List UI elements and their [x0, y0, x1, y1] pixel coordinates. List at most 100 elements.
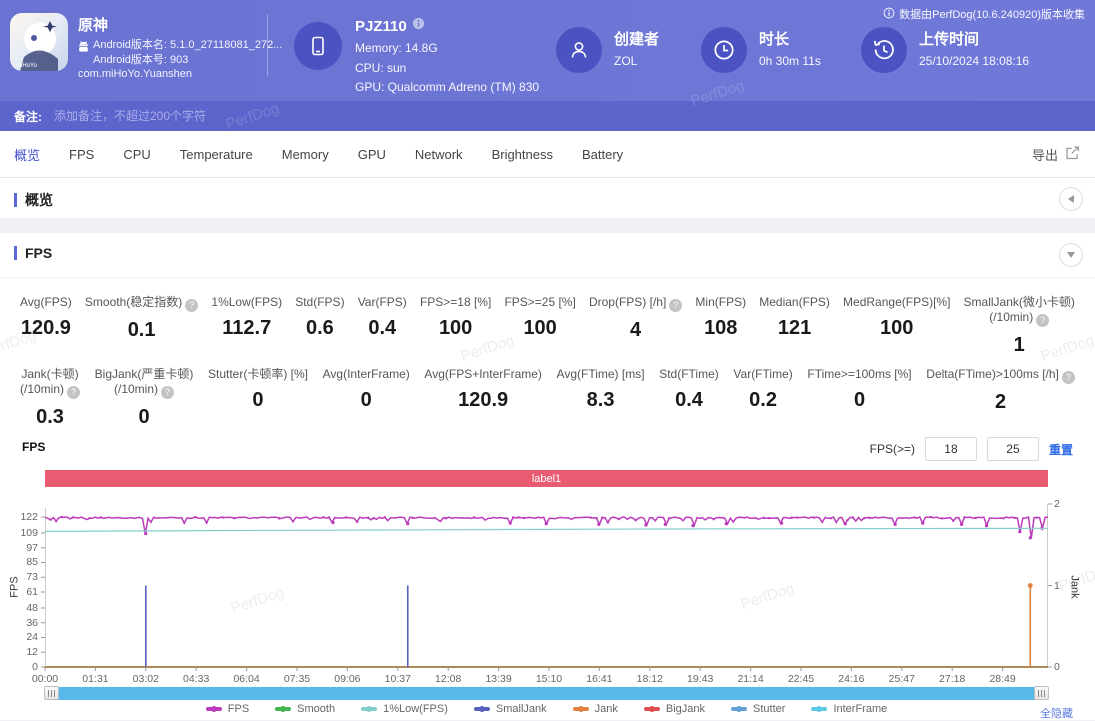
fps-metrics-row-1: Avg(FPS) 120.9 Smooth(稳定指数)? 0.1 1%Low(FPS) 1… [0, 295, 1095, 357]
legend-label: BigJank [665, 703, 706, 715]
scrollbar-handle-right[interactable] [1034, 686, 1049, 700]
legend-item-Smooth[interactable]: Smooth [275, 703, 335, 715]
device-cpu: CPU: sun [355, 61, 407, 75]
x-axis-tick: 07:35 [283, 673, 311, 685]
metric-label: Avg(FPS) [20, 295, 72, 309]
metric-value: 8.3 [586, 389, 615, 411]
threshold-input-1[interactable] [924, 437, 977, 461]
phone-icon [294, 22, 342, 70]
tab-Temperature[interactable]: Temperature [179, 146, 253, 162]
metric: Avg(InterFrame) 0 [323, 367, 410, 429]
metric-value: 1 [1013, 334, 1025, 356]
metric: Smooth(稳定指数)? 0.1 [85, 295, 199, 357]
legend-label: Jank [594, 703, 618, 715]
metric-value: 0.4 [675, 389, 703, 411]
header: miHoYo 原神 Android版本名: 5.1.0_27118081_272… [0, 0, 1095, 101]
fps-section: FPS Avg(FPS) 120.9 Smooth(稳定指数)? 0.1 1%Low(F… [0, 233, 1095, 720]
help-icon[interactable]: ? [669, 299, 683, 312]
threshold-input-2[interactable] [986, 437, 1039, 461]
metric: Avg(FPS+InterFrame) 120.9 [424, 367, 541, 429]
y-axis-tick: 85 [26, 556, 38, 569]
help-icon[interactable]: ? [185, 299, 199, 312]
metric: Std(FPS) 0.6 [295, 295, 344, 357]
metric: Stutter(卡顿率) [%] 0 [208, 367, 308, 429]
scrollbar-handle-left[interactable] [44, 686, 59, 700]
legend-marker [731, 706, 748, 712]
tab-Network[interactable]: Network [414, 146, 463, 162]
info-icon [883, 7, 895, 22]
help-icon[interactable]: ? [1036, 314, 1050, 327]
annotation-label: label1 [531, 472, 562, 485]
app-package: com.miHoYo.Yuanshen [78, 68, 192, 80]
fps-collapse-button[interactable] [1059, 243, 1083, 267]
device-gpu: GPU: Qualcomm Adreno (TM) 830 [355, 80, 540, 94]
reset-button[interactable]: 重置 [1048, 442, 1073, 457]
legend-item-BigJank[interactable]: BigJank [643, 703, 706, 715]
x-axis-tick: 22:45 [787, 673, 815, 685]
legend-item-InterFrame[interactable]: InterFrame [811, 703, 887, 715]
metric: Median(FPS) 121 [759, 295, 830, 357]
export-button[interactable]: 导出 [1032, 131, 1081, 177]
chart-scrollbar[interactable] [44, 686, 1049, 700]
x-axis-tick: 10:37 [384, 673, 411, 685]
fps-chart-plot[interactable] [41, 502, 1052, 671]
legend-item-SmallJank[interactable]: SmallJank [473, 703, 547, 715]
legend-label: 1%Low(FPS) [383, 703, 448, 715]
chart-legend: FPS Smooth 1%Low(FPS) SmallJank Jank BigJank S… [45, 703, 1048, 715]
x-axis-tick: 21:14 [737, 673, 764, 685]
section-accent-bar [14, 246, 17, 260]
metric: BigJank(严重卡顿) (/10min)? 0 [95, 367, 194, 429]
note-input[interactable] [52, 108, 616, 124]
help-icon[interactable]: ? [161, 386, 174, 399]
divider [0, 277, 1095, 278]
help-icon[interactable]: ? [67, 386, 81, 399]
tab-Memory[interactable]: Memory [281, 146, 329, 162]
tab-概览[interactable]: 概览 [14, 147, 41, 163]
metric-value: 2 [995, 391, 1007, 413]
y-axis-tick: 24 [26, 631, 38, 644]
legend-item-FPS[interactable]: FPS [205, 703, 250, 715]
metric-value: 0 [853, 389, 866, 411]
metric: Var(FPS) 0.4 [358, 295, 407, 357]
help-icon[interactable]: ? [1061, 371, 1075, 384]
metric: FTime>=100ms [%] 0 [807, 367, 911, 429]
tab-Brightness[interactable]: Brightness [491, 146, 553, 162]
legend-marker [811, 706, 828, 712]
metric-label: BigJank(严重卡顿) (/10min)? [94, 367, 194, 399]
metric-label: Stutter(卡顿率) [%] [207, 367, 308, 381]
legend-item-Jank[interactable]: Jank [572, 703, 618, 715]
legend-item-1%Low(FPS)[interactable]: 1%Low(FPS) [361, 703, 448, 715]
metric: 1%Low(FPS) 112.7 [211, 295, 282, 357]
right-axis-tick: 1 [1054, 579, 1060, 592]
tab-FPS[interactable]: FPS [69, 146, 95, 162]
tab-GPU[interactable]: GPU [357, 146, 386, 162]
collect-info: 数据由PerfDog(10.6.240920)版本收集 [883, 6, 1085, 22]
overview-section-title: 概览 [25, 192, 53, 208]
metric-label: SmallJank(微小卡顿) (/10min)? [963, 295, 1075, 327]
metric: Std(FTime) 0.4 [659, 367, 719, 429]
legend-label: FPS [227, 703, 250, 715]
metric-label: Std(FTime) [659, 367, 719, 381]
metric: Min(FPS) 108 [695, 295, 746, 357]
tab-Battery[interactable]: Battery [581, 146, 624, 162]
y-axis-tick: 61 [26, 586, 38, 598]
y-axis-tick: 109 [20, 526, 38, 539]
y-axis-tick: 73 [26, 571, 38, 584]
note-label: 备注: [14, 109, 42, 124]
metric: Avg(FPS) 120.9 [20, 295, 72, 357]
tab-bar: 概览 FPS CPU Temperature Memory GPU Network Brigh… [0, 131, 1095, 178]
x-axis-tick: 09:06 [334, 673, 361, 685]
overview-collapse-button[interactable] [1059, 187, 1083, 211]
chart-title: FPS [22, 440, 46, 454]
device-info-icon[interactable] [412, 17, 425, 35]
x-axis-tick: 00:00 [31, 673, 59, 685]
tab-list: 概览 FPS CPU Temperature Memory GPU Network Brigh… [0, 145, 623, 164]
legend-hide-all-button[interactable]: 全隐藏 [1040, 708, 1073, 720]
app-name: 原神 [78, 17, 109, 34]
note-bar: 备注: [0, 101, 1095, 131]
metric-label: Avg(FTime) [ms] [556, 367, 645, 381]
y-axis-tick: 122 [20, 511, 38, 523]
legend-item-Stutter[interactable]: Stutter [731, 703, 785, 715]
tab-CPU[interactable]: CPU [123, 146, 151, 162]
duration-label: 时长 [759, 31, 790, 48]
